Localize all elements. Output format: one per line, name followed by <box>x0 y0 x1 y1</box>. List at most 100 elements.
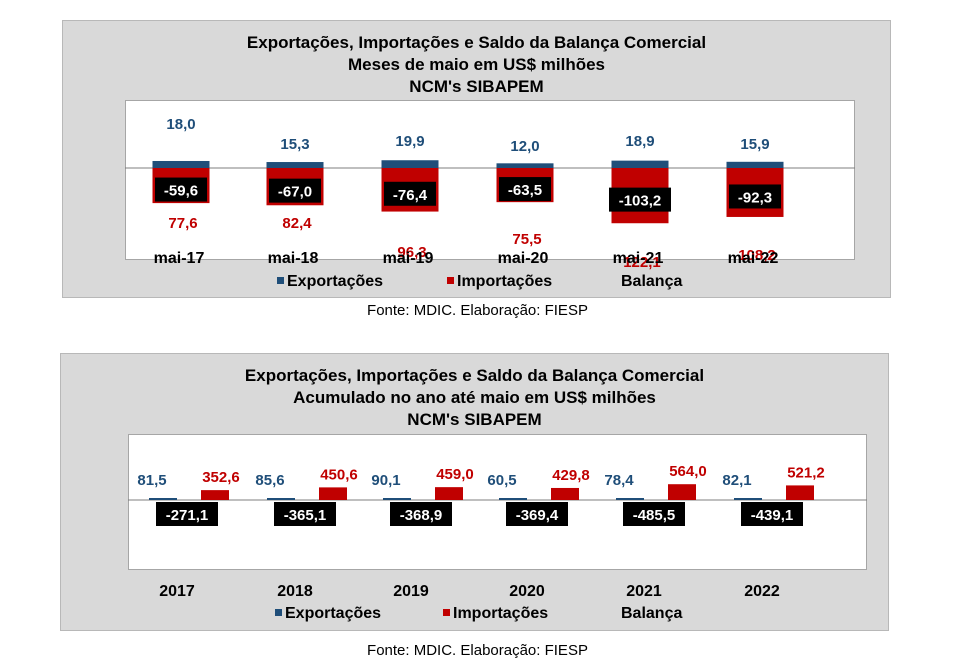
bar-importacoes <box>668 484 696 500</box>
data-label-importacoes: 521,2 <box>787 464 825 481</box>
data-label-exportacoes: 15,3 <box>280 136 309 153</box>
bar-importacoes <box>435 487 463 500</box>
data-label-exportacoes: 12,0 <box>510 138 539 155</box>
bar-exportacoes <box>496 163 554 168</box>
legend-label-balanca: Balança <box>621 273 683 290</box>
bar-exportacoes <box>734 498 762 500</box>
chart-title-line-1: Exportações, Importações e Saldo da Bala… <box>246 33 707 52</box>
data-label-box-balanca <box>499 177 551 202</box>
category-label: 2019 <box>393 583 429 600</box>
data-label-exportacoes: 19,9 <box>395 133 424 150</box>
data-label-balanca: -439,1 <box>751 507 794 524</box>
data-label-exportacoes: 60,5 <box>487 472 516 489</box>
legend-item-exportacoes: Exportações <box>277 273 383 291</box>
bar-exportacoes <box>383 498 411 500</box>
bar-importacoes <box>551 487 579 500</box>
data-label-exportacoes: 18,0 <box>166 116 195 133</box>
data-label-box-balanca <box>274 502 336 526</box>
data-label-balanca: -368,9 <box>400 507 443 524</box>
legend-label-importacoes: Importações <box>453 605 549 622</box>
bar-exportacoes <box>267 498 295 500</box>
data-label-box-balanca <box>390 502 452 526</box>
data-label-importacoes: 75,5 <box>512 231 541 248</box>
data-label-exportacoes: 90,1 <box>371 472 400 489</box>
data-label-balanca: -76,4 <box>393 187 428 204</box>
category-label: mai-22 <box>728 250 779 267</box>
data-label-importacoes: 564,0 <box>669 463 707 480</box>
data-label-balanca: -103,2 <box>619 193 662 210</box>
chart-panel-accumulated: Exportações, Importações e Saldo da Bala… <box>60 353 889 631</box>
data-label-importacoes: 459,0 <box>436 466 474 483</box>
category-label: mai-20 <box>498 250 549 267</box>
bar-exportacoes <box>152 160 210 168</box>
data-label-balanca: -92,3 <box>738 189 772 206</box>
category-label: 2022 <box>744 583 780 600</box>
bar-exportacoes <box>726 161 784 168</box>
legend-item-importacoes: Importações <box>443 605 548 623</box>
chart-source-2: Fonte: MDIC. Elaboração: FIESP <box>367 642 588 659</box>
category-label: 2021 <box>626 583 662 600</box>
chart-title-line-2: Acumulado no ano até maio em US$ milhões <box>293 388 656 407</box>
legend-label-exportacoes: Exportações <box>287 273 384 290</box>
data-label-importacoes: 122,1 <box>623 254 661 271</box>
data-label-balanca: -67,0 <box>278 184 312 201</box>
data-label-importacoes: 77,6 <box>168 215 197 232</box>
legend-item-importacoes: Importações <box>447 273 552 291</box>
data-label-exportacoes: 15,9 <box>740 136 769 153</box>
data-label-box-balanca <box>384 181 436 206</box>
chart-title-line-3: NCM's SIBAPEM <box>409 77 544 96</box>
data-label-box-balanca <box>156 502 218 526</box>
data-label-importacoes: 429,8 <box>552 467 590 484</box>
chart-source-1: Fonte: MDIC. Elaboração: FIESP <box>367 302 588 319</box>
legend-swatch-exportacoes <box>277 277 284 285</box>
legend-item-exportacoes: Exportações <box>275 605 381 623</box>
data-label-balanca: -59,6 <box>164 183 198 200</box>
chart-title-line-1: Exportações, Importações e Saldo da Bala… <box>244 366 705 385</box>
data-label-importacoes: 108,2 <box>738 247 776 264</box>
category-label: mai-18 <box>268 250 319 267</box>
data-label-exportacoes: 85,6 <box>255 472 284 489</box>
legend-label-importacoes: Importações <box>457 273 553 290</box>
data-label-box-balanca <box>741 502 803 526</box>
accumulated-bar-chart: 81,5 352,6 -271,1 2017 85,6 450,6 -365,1 2018 90… <box>128 463 867 600</box>
legend-swatch-importacoes <box>443 609 450 617</box>
category-label: 2018 <box>277 583 313 600</box>
bar-exportacoes <box>499 498 527 500</box>
bar-exportacoes <box>611 160 669 168</box>
category-label: mai-21 <box>613 250 664 267</box>
legend-item-balanca: Balança <box>621 273 682 291</box>
chart-panel-monthly: Exportações, Importações e Saldo da Bala… <box>62 20 891 298</box>
category-label: 2020 <box>509 583 545 600</box>
data-label-balanca: -365,1 <box>284 507 327 524</box>
category-label: mai-19 <box>383 250 434 267</box>
category-label: 2017 <box>159 583 195 600</box>
monthly-bar-chart: 18,0 -59,6 77,6 mai-17 15,3 -67,0 82,4 mai-18 19… <box>125 116 855 271</box>
bar-importacoes <box>201 490 229 500</box>
legend: Exportações Importações Balança <box>63 273 892 295</box>
legend-label-exportacoes: Exportações <box>285 605 382 622</box>
data-label-box-balanca <box>155 177 207 202</box>
legend-swatch-exportacoes <box>275 609 282 617</box>
data-label-importacoes: 82,4 <box>282 215 312 232</box>
category-label: mai-17 <box>154 250 205 267</box>
chart-title-line-2: Meses de maio em US$ milhões <box>348 55 605 74</box>
data-label-balanca: -63,5 <box>508 182 542 199</box>
bar-exportacoes <box>616 498 644 500</box>
data-label-exportacoes: 18,9 <box>625 133 654 150</box>
data-label-exportacoes: 82,1 <box>722 472 751 489</box>
data-label-box-balanca <box>729 184 781 209</box>
legend-swatch-importacoes <box>447 277 454 285</box>
data-label-balanca: -485,5 <box>633 507 676 524</box>
data-label-box-balanca <box>269 178 321 203</box>
data-label-importacoes: 450,6 <box>320 466 358 483</box>
bar-exportacoes <box>149 498 177 500</box>
data-label-exportacoes: 78,4 <box>604 472 634 489</box>
data-label-importacoes: 352,6 <box>202 469 240 486</box>
bar-exportacoes <box>266 162 324 168</box>
data-label-exportacoes: 81,5 <box>137 472 166 489</box>
data-label-box-balanca <box>609 187 671 212</box>
bar-exportacoes <box>381 160 439 168</box>
chart-title-line-3: NCM's SIBAPEM <box>407 410 542 429</box>
data-label-balanca: -369,4 <box>516 507 559 524</box>
data-label-balanca: -271,1 <box>166 507 209 524</box>
